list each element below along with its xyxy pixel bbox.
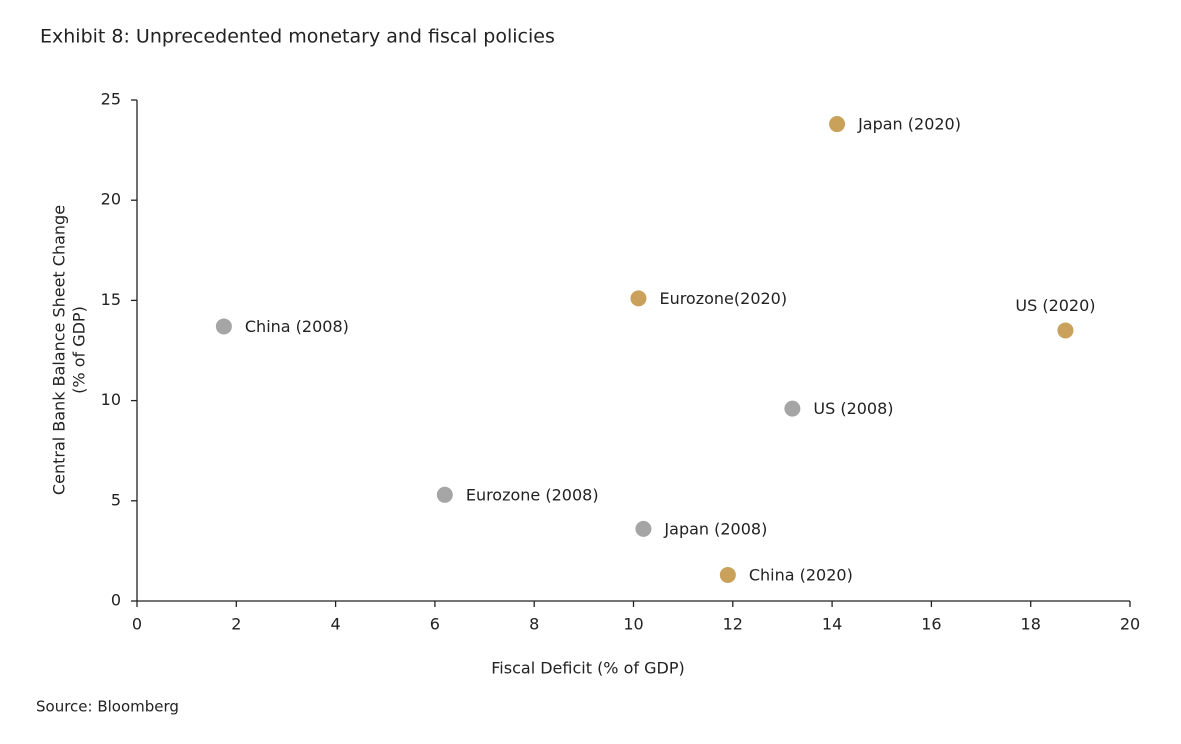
point	[784, 400, 801, 417]
point-label: Japan (2008)	[663, 519, 767, 538]
x-tick-label: 16	[921, 615, 941, 634]
x-tick-label: 14	[822, 615, 842, 634]
x-tick-label: 10	[623, 615, 643, 634]
x-axis-title: Fiscal Deficit (% of GDP)	[491, 659, 684, 678]
y-axis-title-line: (% of GDP)	[70, 306, 89, 394]
point-label: Japan (2020)	[857, 115, 961, 134]
y-axis-title-line: Central Bank Balance Sheet Change	[50, 205, 69, 495]
point	[829, 116, 846, 133]
point	[635, 520, 652, 537]
point	[215, 318, 232, 335]
point-label: Eurozone(2020)	[659, 289, 787, 308]
x-tick-label: 2	[231, 615, 241, 634]
x-tick-label: 8	[529, 615, 539, 634]
y-tick-label: 0	[111, 591, 121, 610]
x-tick-label: 18	[1021, 615, 1041, 634]
y-tick-label: 10	[101, 390, 121, 409]
y-tick-label: 15	[101, 290, 121, 309]
chart-title: Exhibit 8: Unprecedented monetary and fi…	[40, 26, 555, 48]
source-note: Source: Bloomberg	[36, 698, 179, 716]
point-label: Eurozone (2008)	[466, 485, 599, 504]
x-tick-label: 6	[430, 615, 440, 634]
y-tick-label: 25	[101, 90, 121, 109]
point	[436, 486, 453, 503]
point-label: China (2020)	[749, 565, 853, 584]
point-label: China (2008)	[245, 317, 349, 336]
x-tick-label: 0	[132, 615, 142, 634]
x-tick-label: 4	[331, 615, 341, 634]
point	[719, 566, 736, 583]
point	[630, 290, 647, 307]
y-tick-label: 5	[111, 490, 121, 509]
y-tick-label: 20	[101, 190, 121, 209]
point-label: US (2020)	[1015, 296, 1095, 315]
x-tick-label: 12	[723, 615, 743, 634]
y-axis-title: Central Bank Balance Sheet Change (% of …	[50, 205, 89, 495]
point	[1057, 322, 1074, 339]
x-tick-label: 20	[1120, 615, 1140, 634]
point-label: US (2008)	[813, 399, 893, 418]
